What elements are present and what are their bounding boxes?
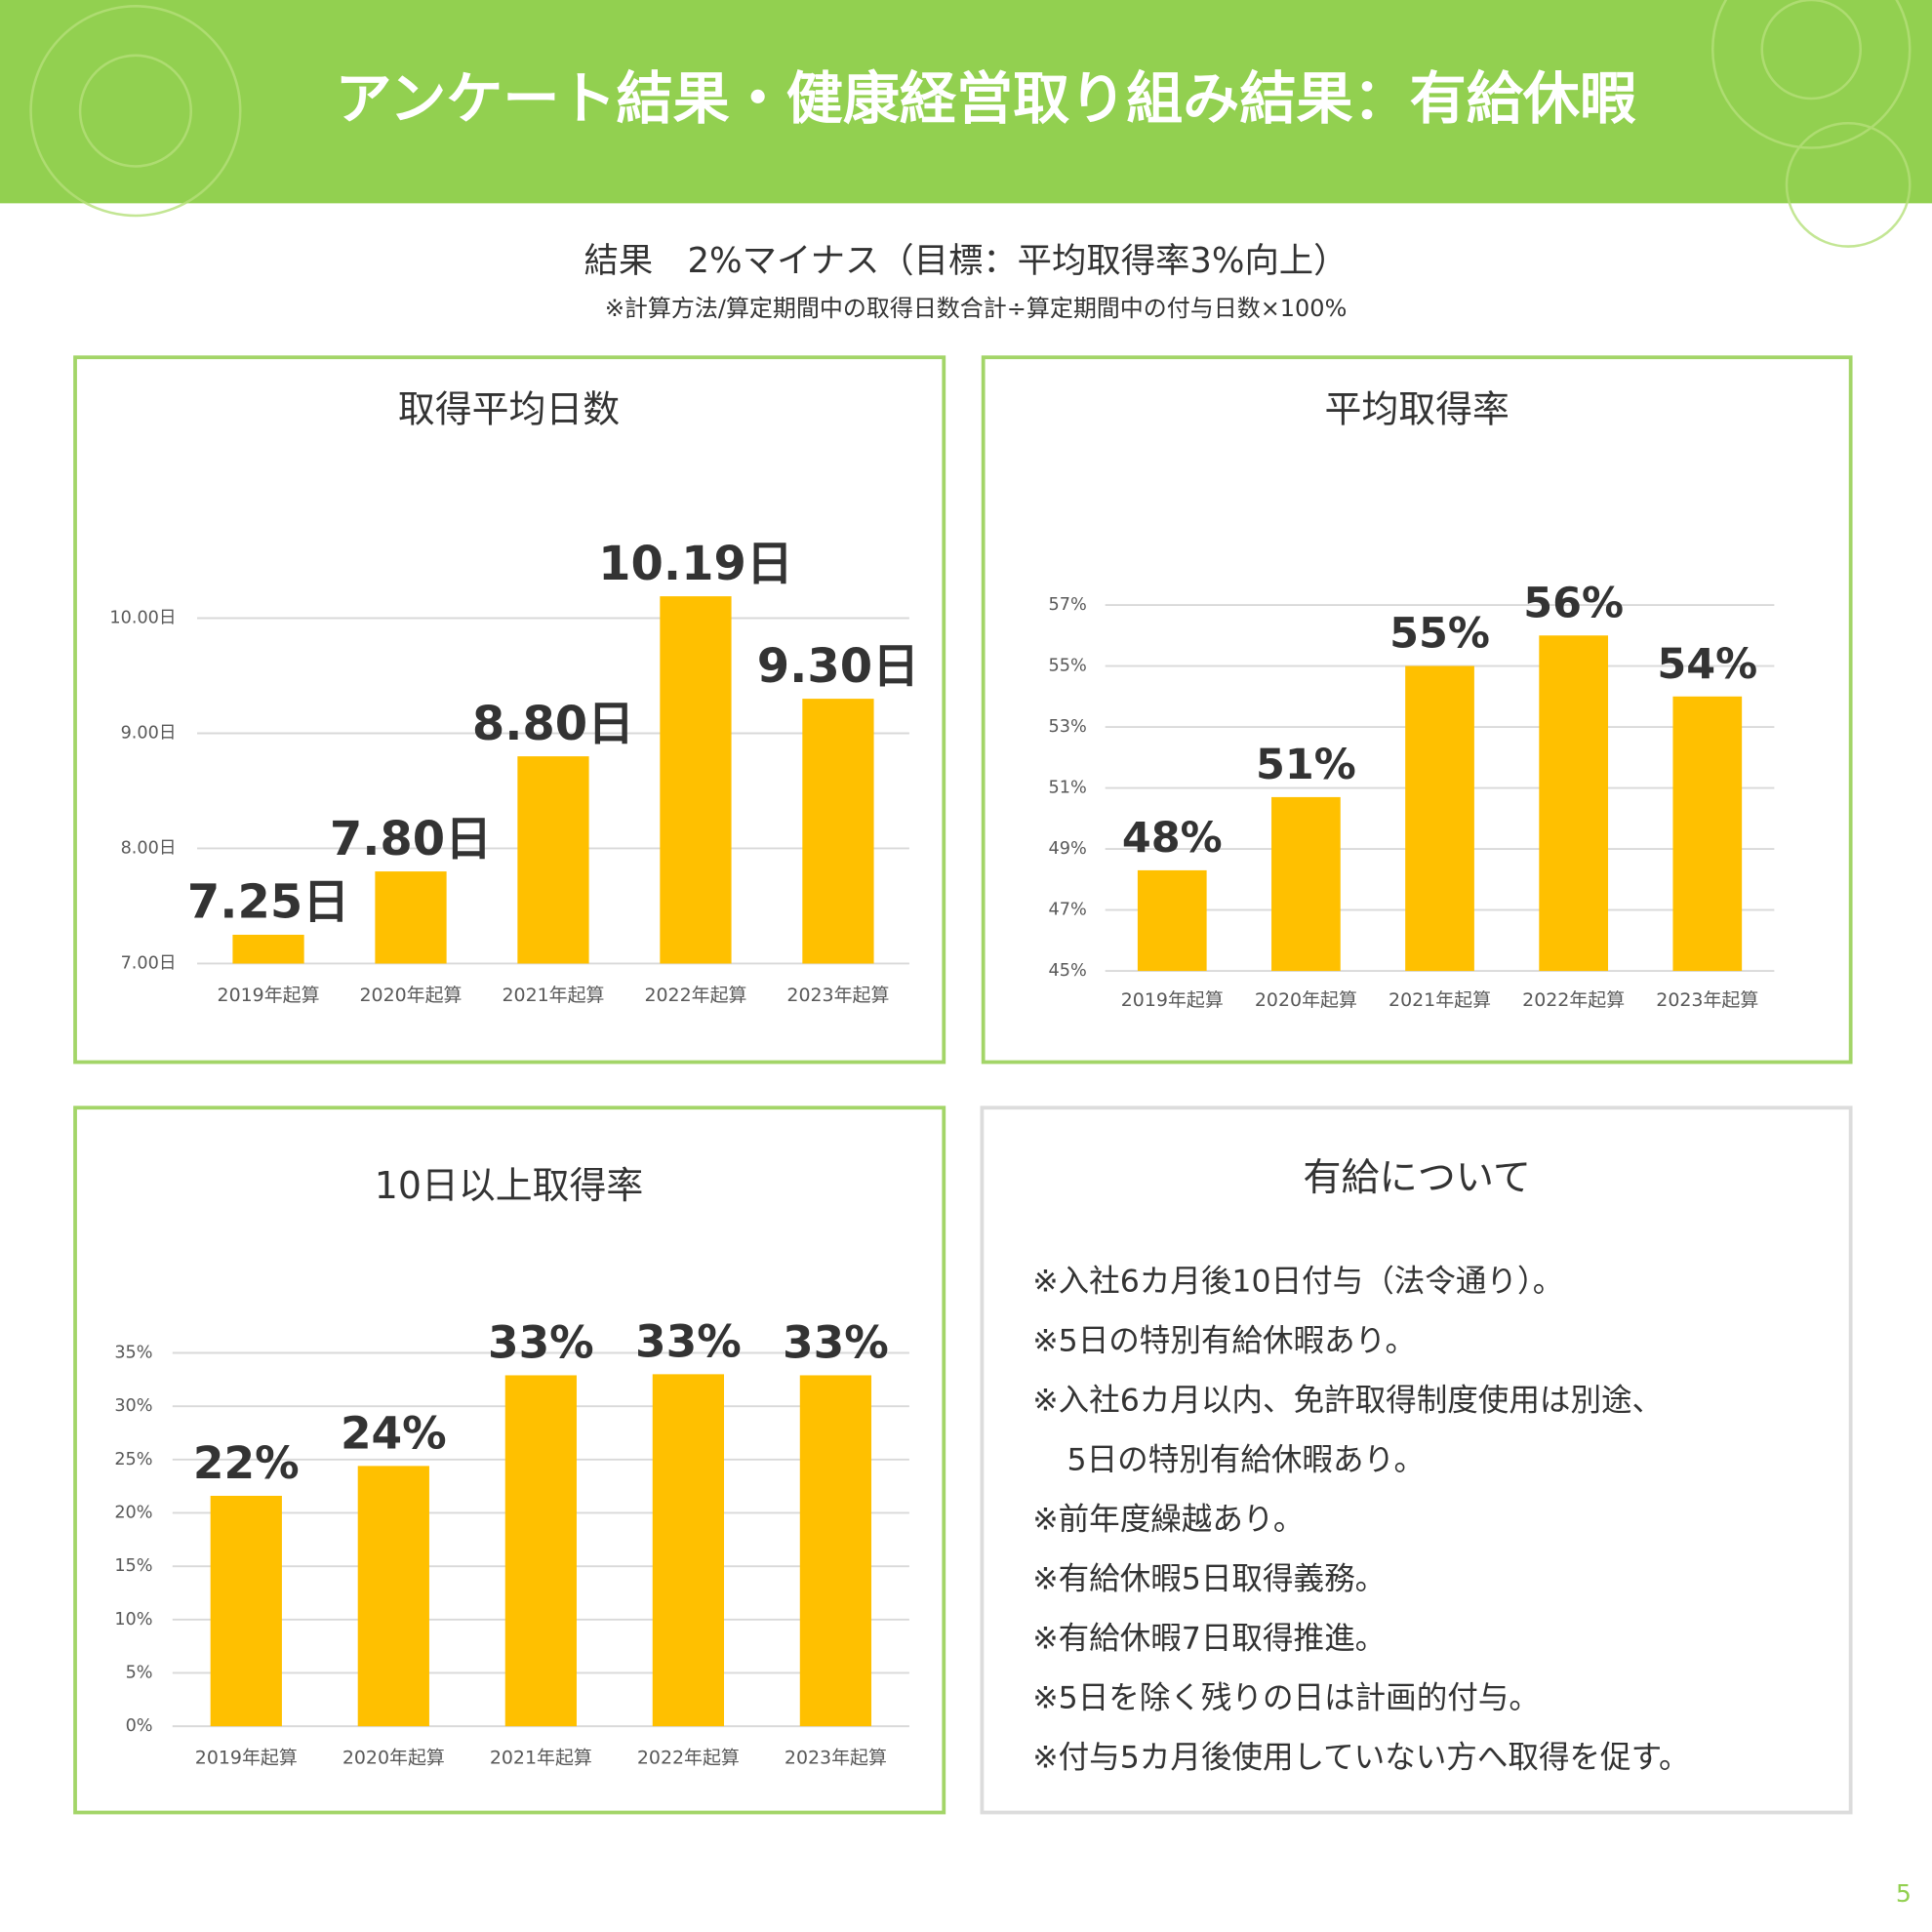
x-tick-label: 2020年起算: [1255, 989, 1357, 1011]
header-bar: [0, 0, 1932, 204]
formula-note: ※計算方法/算定期間中の取得日数合計÷算定期間中の付与日数×100%: [605, 295, 1348, 322]
notes-panel: [980, 1106, 1853, 1815]
note-line: ※入社6カ月以内、免許取得制度使用は別途、: [1032, 1384, 1663, 1419]
data-label: 7.25日: [187, 875, 349, 930]
y-tick-label: 45%: [1049, 961, 1087, 981]
y-tick-label: 7.00日: [121, 953, 177, 973]
data-label: 51%: [1256, 741, 1356, 789]
x-tick-label: 2022年起算: [637, 1747, 740, 1768]
data-label: 56%: [1523, 579, 1624, 627]
chart-title: 取得平均日数: [398, 387, 620, 430]
page-number: 5: [1896, 1879, 1912, 1908]
data-label: 33%: [783, 1317, 889, 1369]
x-tick-label: 2021年起算: [490, 1747, 592, 1768]
bar: [652, 1374, 724, 1727]
data-label: 48%: [1122, 814, 1223, 863]
chart-title: 平均取得率: [1324, 387, 1509, 430]
bar: [1539, 635, 1609, 972]
bar: [210, 1495, 282, 1727]
y-tick-label: 53%: [1049, 717, 1087, 737]
y-tick-label: 5%: [126, 1663, 153, 1682]
data-label: 10.19日: [598, 537, 793, 591]
note-line: ※前年度繰越あり。: [1032, 1502, 1304, 1537]
x-tick-label: 2021年起算: [502, 985, 604, 1006]
bar: [660, 596, 732, 964]
bar: [232, 934, 304, 964]
y-tick-label: 25%: [114, 1450, 152, 1469]
x-tick-label: 2023年起算: [1656, 989, 1758, 1011]
data-label: 7.80日: [330, 812, 492, 866]
x-tick-label: 2020年起算: [342, 1747, 445, 1768]
bar: [357, 1466, 429, 1727]
bar: [1271, 796, 1341, 972]
data-label: 24%: [341, 1408, 447, 1460]
bar: [1137, 869, 1207, 972]
y-tick-label: 20%: [114, 1503, 152, 1522]
data-label: 8.80日: [472, 697, 634, 751]
note-line: ※付与5カ月後使用していない方へ取得を促す。: [1032, 1740, 1689, 1775]
bar: [799, 1375, 872, 1727]
data-label: 55%: [1389, 610, 1490, 659]
note-line: ※入社6カ月後10日付与（法令通り）。: [1032, 1265, 1563, 1300]
data-label: 33%: [635, 1316, 742, 1368]
bar: [504, 1375, 577, 1727]
data-label: 33%: [488, 1317, 594, 1369]
note-line: ※有給休暇7日取得推進。: [1032, 1621, 1386, 1656]
note-line: ※有給休暇5日取得義務。: [1032, 1561, 1386, 1596]
y-tick-label: 0%: [126, 1716, 153, 1736]
y-tick-label: 15%: [114, 1556, 152, 1576]
data-label: 22%: [193, 1437, 300, 1489]
y-tick-label: 10.00日: [109, 609, 176, 628]
y-tick-label: 10%: [114, 1610, 152, 1630]
result-text: 結果 2%マイナス（目標：平均取得率3%向上）: [584, 241, 1348, 281]
data-label: 9.30日: [757, 639, 919, 694]
x-tick-label: 2021年起算: [1389, 989, 1491, 1011]
note-line: ※5日の特別有給休暇あり。: [1032, 1324, 1416, 1359]
chart-panel: [73, 355, 946, 1065]
y-tick-label: 57%: [1049, 595, 1087, 615]
x-tick-label: 2023年起算: [786, 985, 889, 1006]
y-tick-label: 35%: [114, 1344, 152, 1363]
x-tick-label: 2022年起算: [1522, 989, 1625, 1011]
bar: [1672, 696, 1743, 972]
y-tick-label: 30%: [114, 1396, 152, 1416]
x-tick-label: 2023年起算: [785, 1747, 887, 1768]
bar: [517, 756, 589, 964]
chart-title: 10日以上取得率: [375, 1164, 643, 1207]
y-tick-label: 8.00日: [121, 838, 177, 858]
note-line: 5日の特別有給休暇あり。: [1067, 1443, 1425, 1478]
y-tick-label: 9.00日: [121, 723, 177, 743]
bar: [802, 699, 874, 964]
header-decoration: [29, 0, 1912, 248]
page-title: アンケート結果・健康経営取り組み結果：有給休暇: [335, 65, 1635, 132]
notes-title: 有給について: [1303, 1156, 1531, 1200]
y-tick-label: 51%: [1049, 779, 1087, 798]
note-line: ※5日を除く残りの日は計画的付与。: [1032, 1680, 1540, 1715]
y-tick-label: 47%: [1049, 901, 1087, 920]
x-tick-label: 2019年起算: [218, 985, 320, 1006]
y-tick-label: 55%: [1049, 657, 1087, 676]
bar: [375, 871, 447, 964]
bar: [1405, 665, 1474, 972]
data-label: 54%: [1657, 640, 1757, 689]
y-tick-label: 49%: [1049, 839, 1087, 859]
x-tick-label: 2022年起算: [644, 985, 746, 1006]
x-tick-label: 2019年起算: [1121, 989, 1224, 1011]
x-tick-label: 2019年起算: [195, 1747, 298, 1768]
x-tick-label: 2020年起算: [359, 985, 462, 1006]
